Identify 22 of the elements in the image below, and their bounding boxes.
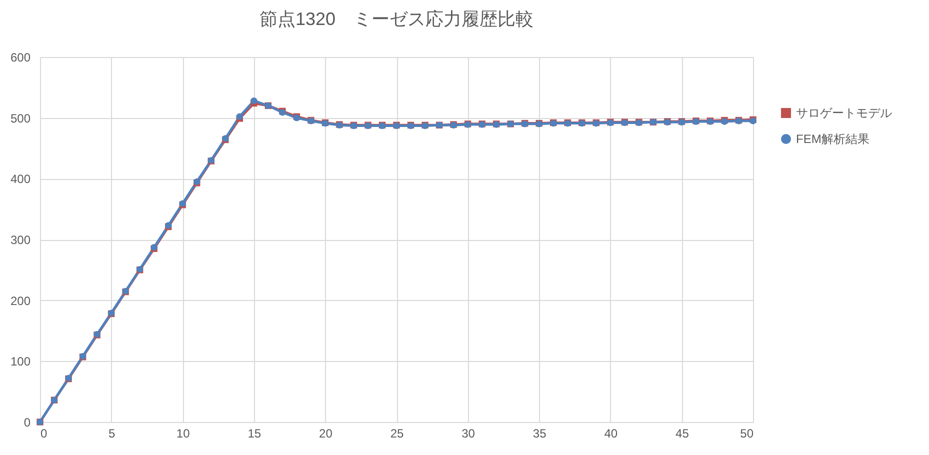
- x-tick-label: 50: [740, 426, 754, 440]
- y-tick-label: 600: [10, 50, 31, 64]
- x-tick-label: 5: [108, 426, 116, 440]
- x-tick-label: 30: [462, 426, 476, 440]
- x-tick-label: 0: [40, 426, 48, 440]
- y-tick-label: 500: [10, 111, 31, 126]
- x-tick-label: 25: [390, 426, 404, 440]
- x-tick-label: 35: [532, 426, 547, 440]
- y-tick-label: 300: [10, 233, 31, 247]
- x-tick-label: 10: [176, 426, 190, 440]
- x-tick-label: 40: [604, 426, 618, 440]
- y-tick-label: 0: [24, 416, 31, 430]
- y-tick-label: 400: [10, 172, 31, 186]
- y-tick-label: 200: [10, 294, 31, 308]
- chart-title: 節点1320 ミーゼス応力履歴比較: [259, 9, 534, 29]
- y-tick-label: 100: [10, 354, 31, 369]
- point: [250, 97, 258, 104]
- x-tick-label: 45: [676, 426, 690, 440]
- legend-label: サロゲートモデル: [796, 106, 892, 120]
- x-tick-label: 15: [248, 426, 262, 440]
- legend-label: FEM解析結果: [796, 132, 870, 146]
- x-tick-label: 20: [319, 426, 333, 440]
